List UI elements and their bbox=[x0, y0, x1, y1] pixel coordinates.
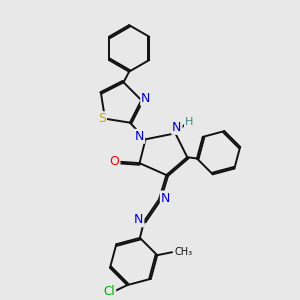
Text: N: N bbox=[172, 121, 182, 134]
Text: CH₃: CH₃ bbox=[175, 247, 193, 257]
Text: O: O bbox=[110, 154, 119, 168]
Text: S: S bbox=[98, 112, 106, 125]
Text: N: N bbox=[134, 213, 143, 226]
Text: Cl: Cl bbox=[103, 285, 115, 298]
Text: N: N bbox=[161, 191, 170, 205]
Text: N: N bbox=[141, 92, 151, 105]
Text: N: N bbox=[135, 130, 144, 143]
Text: H: H bbox=[185, 117, 193, 127]
